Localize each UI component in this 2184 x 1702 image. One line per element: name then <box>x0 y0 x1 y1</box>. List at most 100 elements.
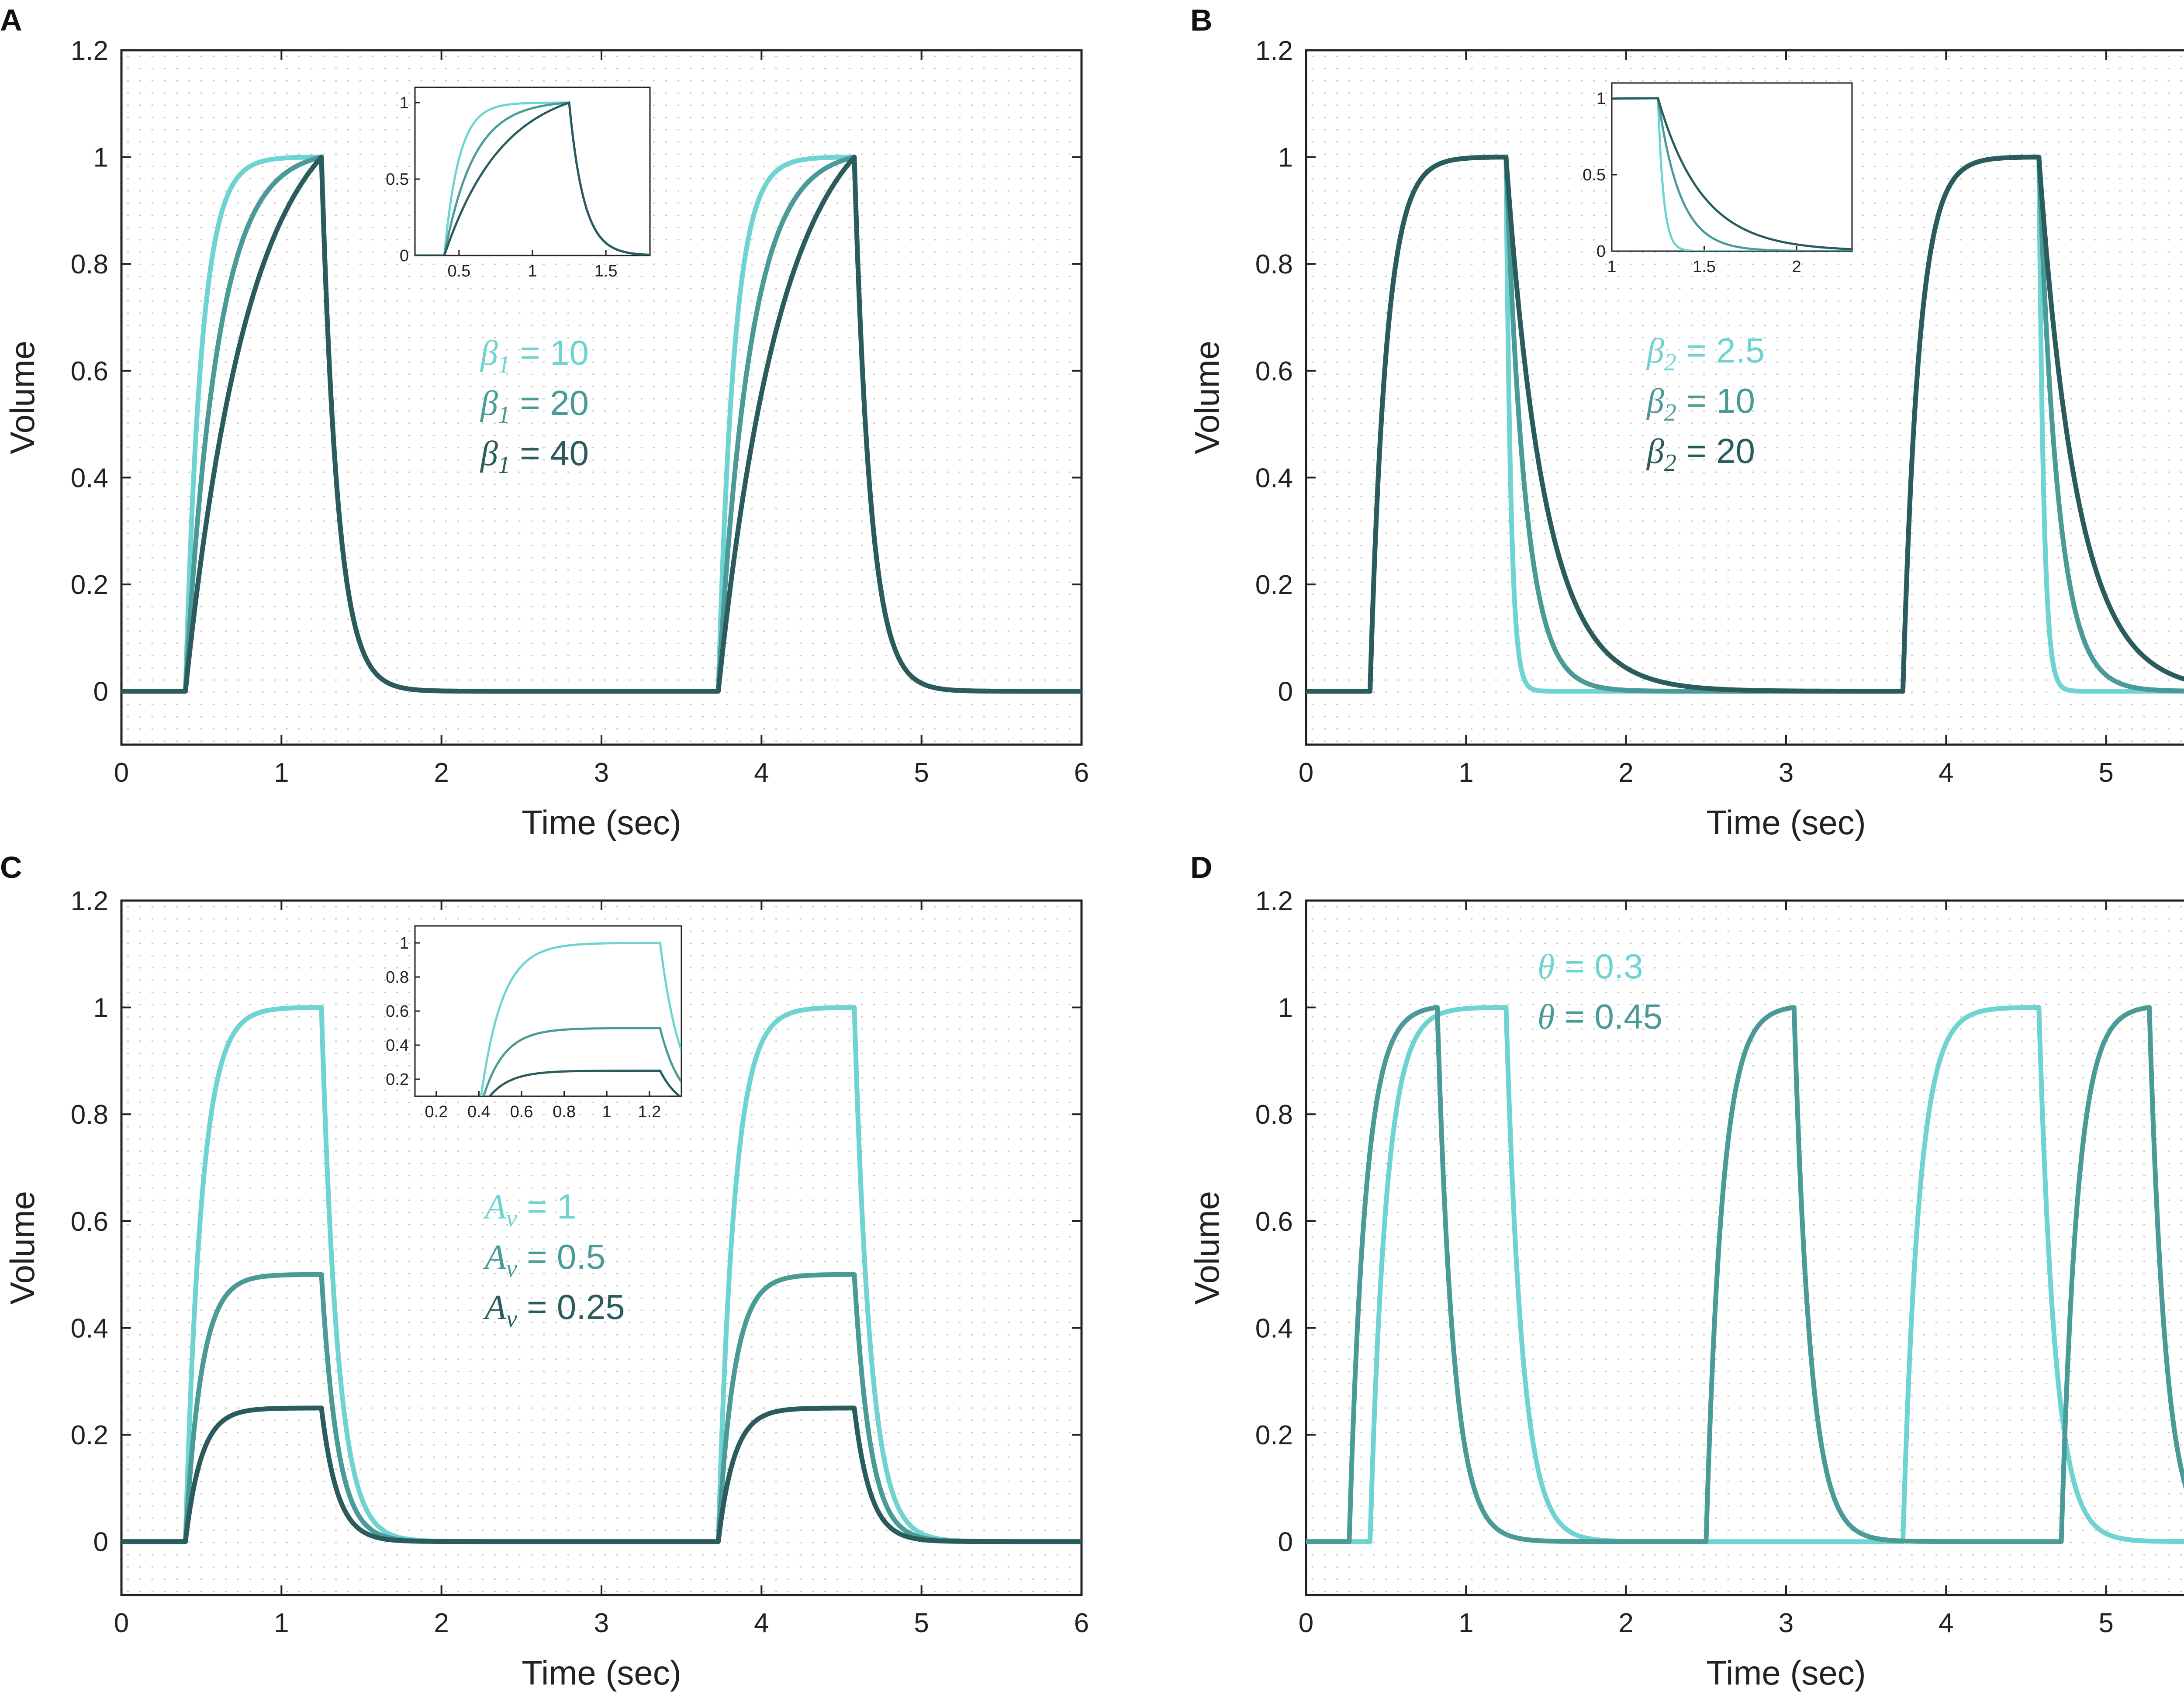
legend-value: = 20 <box>1676 432 1755 470</box>
legend-entry: θ = 0.45 <box>1538 997 1662 1036</box>
y-tick-label: 0.6 <box>71 1207 108 1237</box>
x-tick-label: 4 <box>1939 1608 1953 1638</box>
inset: 1 1.5 2 0 0.5 1 <box>1583 82 1853 276</box>
x-tick-label: 1 <box>274 758 289 788</box>
inset-series-line-2 <box>482 1027 681 1096</box>
legend-value: = 40 <box>510 434 589 473</box>
legend-symbol: β <box>480 334 498 373</box>
inset-x-tick-label: 0.4 <box>467 1103 491 1121</box>
x-tick-label: 3 <box>594 1608 609 1638</box>
x-tick-label: 1 <box>1458 1608 1473 1638</box>
inset-series-group <box>480 942 681 1096</box>
y-tick-label: 0.8 <box>71 1100 108 1130</box>
inset-y-tick-label: 1 <box>400 934 409 953</box>
x-axis-label: Time (sec) <box>522 803 681 842</box>
inset-x-tick-label: 1.2 <box>638 1103 661 1121</box>
series-group <box>1306 1005 2184 1544</box>
y-tick-label: 0.6 <box>1255 1207 1293 1237</box>
inset-y-tick-label: 0 <box>400 247 409 265</box>
legend-symbol: θ <box>1538 998 1555 1036</box>
y-tick-label: 0 <box>1278 1527 1293 1557</box>
legend: θ = 0.3 θ = 0.45 <box>1538 947 1662 1036</box>
series-line-1 <box>1306 1005 2184 1544</box>
x-tick-label: 5 <box>2098 758 2113 788</box>
panel-c: C 0 1 2 3 4 5 6 0 0.2 0.4 0.6 0.8 1 1.2 Time (sec) Volum… <box>0 850 1089 1692</box>
inset-x-tick-label: 1 <box>1607 258 1616 276</box>
y-tick-label: 0.2 <box>71 1420 108 1450</box>
panel-label: B <box>1190 3 1213 37</box>
y-tick-label: 0.2 <box>1255 1420 1293 1450</box>
series-line-3 <box>121 1405 1082 1544</box>
legend-entry: β2 = 20 <box>1646 432 1755 476</box>
legend-value: = 2.5 <box>1676 331 1765 370</box>
inset-series-group <box>415 101 650 255</box>
legend-value: = 0.5 <box>517 1237 605 1276</box>
x-tick-label: 6 <box>1074 758 1089 788</box>
legend-entry: β2 = 10 <box>1646 381 1755 426</box>
y-tick-label: 0.4 <box>1255 463 1293 493</box>
y-tick-label: 0 <box>93 1527 108 1557</box>
y-tick-label: 0.6 <box>1255 356 1293 387</box>
legend-entry: Av = 1 <box>483 1187 576 1232</box>
y-tick-label: 0.6 <box>71 356 108 387</box>
legend-entry: β2 = 2.5 <box>1646 331 1765 376</box>
inset-frame <box>1611 82 1853 252</box>
inset-y-tick-label: 1 <box>400 94 409 112</box>
inset: 0.2 0.4 0.6 0.8 1 1.2 0.2 0.4 0.6 0.8 1 <box>386 925 682 1121</box>
y-tick-label: 1.2 <box>1255 886 1293 916</box>
y-axis-label: Volume <box>3 1191 41 1305</box>
y-axis-label: Volume <box>1188 1191 1226 1305</box>
legend-symbol: β <box>1646 432 1664 471</box>
y-tick-label: 1.2 <box>71 36 108 66</box>
inset-y-tick-label: 0.4 <box>386 1036 409 1055</box>
legend-subscript: 1 <box>498 452 510 479</box>
x-tick-label: 2 <box>1618 758 1633 788</box>
x-tick-label: 2 <box>1618 1608 1633 1638</box>
y-tick-label: 1 <box>1278 143 1293 173</box>
x-tick-label: 2 <box>434 1608 449 1638</box>
legend-entry: β1 = 20 <box>480 383 589 428</box>
x-tick-label: 1 <box>274 1608 289 1638</box>
inset-y-tick-label: 0.5 <box>386 170 409 189</box>
x-tick-label: 5 <box>2098 1608 2113 1638</box>
inset-x-tick-label: 0.2 <box>425 1103 448 1121</box>
x-tick-label: 4 <box>754 758 769 788</box>
x-tick-label: 4 <box>754 1608 769 1638</box>
series-group <box>121 155 1082 694</box>
legend-subscript: v <box>506 1305 517 1333</box>
legend-subscript: 2 <box>1664 449 1676 476</box>
x-axis-label: Time (sec) <box>1706 803 1866 842</box>
legend-value: = 10 <box>1676 381 1755 420</box>
x-tick-label: 5 <box>914 1608 929 1638</box>
inset-y-tick-label: 0.6 <box>386 1002 409 1021</box>
x-tick-label: 5 <box>914 758 929 788</box>
legend-symbol: A <box>483 1288 507 1327</box>
legend-subscript: 2 <box>1664 349 1676 376</box>
legend-value: = 0.25 <box>517 1288 625 1326</box>
x-tick-label: 3 <box>1779 1608 1794 1638</box>
inset-y-tick-label: 1 <box>1597 90 1606 108</box>
grid-dot-pattern <box>1311 906 2182 1592</box>
legend-value: = 0.3 <box>1555 947 1643 986</box>
y-axis-label: Volume <box>1188 341 1226 454</box>
inset-series-line-3 <box>1612 97 1852 251</box>
inset-x-tick-label: 1.5 <box>1693 258 1716 276</box>
y-tick-label: 1.2 <box>71 886 108 916</box>
legend-value: = 10 <box>510 333 589 372</box>
legend-subscript: v <box>506 1255 517 1282</box>
legend-entry: β1 = 40 <box>480 434 589 479</box>
legend-symbol: θ <box>1538 948 1555 986</box>
inset-x-tick-label: 0.5 <box>447 262 470 280</box>
legend-symbol: β <box>480 384 498 423</box>
legend-symbol: β <box>1646 332 1664 370</box>
y-tick-label: 1 <box>1278 993 1293 1023</box>
x-tick-label: 0 <box>114 1608 129 1638</box>
y-tick-label: 0.4 <box>71 463 108 493</box>
legend-subscript: v <box>506 1205 517 1232</box>
grid-dots <box>1311 906 2182 1592</box>
inset: 0.5 1 1.5 0 0.5 1 <box>386 86 651 280</box>
